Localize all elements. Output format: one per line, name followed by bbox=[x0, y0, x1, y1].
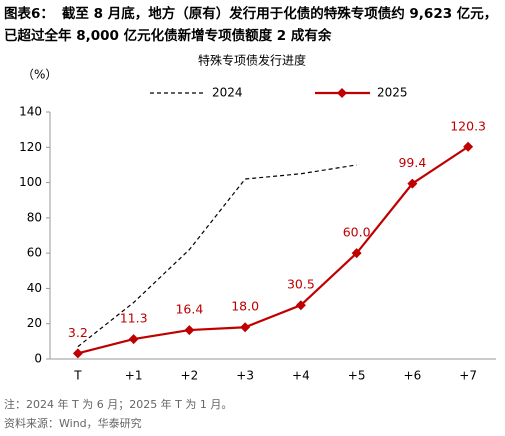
marker bbox=[72, 348, 83, 359]
data-label: 99.4 bbox=[398, 155, 426, 170]
legend-label: 2024 bbox=[212, 86, 243, 100]
y-unit: （%） bbox=[22, 68, 57, 82]
y-tick-label: 20 bbox=[27, 316, 42, 330]
x-tick-label: +3 bbox=[236, 369, 254, 383]
legend-marker bbox=[337, 88, 347, 98]
data-label: 18.0 bbox=[231, 299, 259, 314]
marker bbox=[407, 178, 418, 189]
data-label: 120.3 bbox=[450, 118, 486, 133]
figure-label: 图表6： bbox=[4, 6, 54, 22]
x-tick-label: +4 bbox=[292, 369, 310, 383]
data-label: 16.4 bbox=[175, 302, 203, 317]
marker bbox=[463, 141, 474, 152]
header: 图表6： 截至 8 月底，地方（原有）发行用于化债的特殊专项债约 9,623 亿元… bbox=[4, 3, 504, 47]
marker bbox=[128, 334, 139, 345]
x-tick-label: +5 bbox=[348, 369, 366, 383]
subtitle: 特殊专项债发行进度 bbox=[198, 53, 306, 68]
marker bbox=[184, 325, 195, 336]
x-tick-label: +1 bbox=[125, 369, 143, 383]
x-tick-label: +6 bbox=[404, 369, 422, 383]
y-tick-label: 40 bbox=[27, 281, 42, 295]
x-tick-label: +7 bbox=[459, 369, 477, 383]
y-tick-label: 120 bbox=[19, 140, 42, 154]
data-label: 3.2 bbox=[68, 325, 88, 340]
marker bbox=[351, 248, 362, 259]
series-line bbox=[77, 145, 469, 355]
source: 资料来源：Wind，华泰研究 bbox=[4, 416, 142, 430]
series-line bbox=[77, 164, 357, 348]
x-tick-label: T bbox=[73, 369, 82, 383]
data-label: 30.5 bbox=[287, 277, 315, 292]
marker bbox=[240, 322, 251, 333]
data-label: 11.3 bbox=[120, 311, 148, 326]
note: 注：2024 年 T 为 6 月；2025 年 T 为 1 月。 bbox=[4, 397, 232, 411]
y-tick-label: 100 bbox=[19, 175, 42, 189]
chart-title: 截至 8 月底，地方（原有）发行用于化债的特殊专项债约 9,623 亿元，已超过… bbox=[4, 6, 498, 44]
y-tick-label: 0 bbox=[34, 352, 42, 366]
x-tick-label: +2 bbox=[181, 369, 199, 383]
y-tick-label: 80 bbox=[27, 210, 42, 224]
marker bbox=[295, 300, 306, 311]
y-tick-label: 140 bbox=[19, 105, 42, 119]
data-label: 60.0 bbox=[343, 225, 371, 240]
y-tick-label: 60 bbox=[27, 246, 42, 260]
legend-label: 2025 bbox=[377, 86, 408, 100]
